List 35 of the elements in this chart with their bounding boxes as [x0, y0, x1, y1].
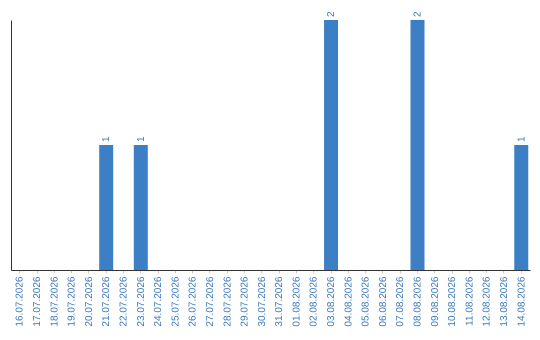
x-tick-label: 30.07.2026: [256, 276, 268, 327]
x-tick-label: 09.08.2026: [430, 276, 441, 327]
x-tick-label: 04.08.2026: [343, 276, 354, 327]
x-tick-label: 29.07.2026: [240, 276, 251, 327]
x-tick-label: 03.08.2026: [326, 276, 338, 327]
x-tick-label: 07.08.2026: [395, 276, 406, 327]
x-tick-label: 13.08.2026: [498, 276, 510, 327]
x-tick-label: 27.07.2026: [204, 276, 216, 327]
x-tick-label: 11.08.2026: [464, 276, 476, 326]
x-tick-label: 06.08.2026: [378, 276, 389, 327]
data-label: 2: [412, 11, 424, 17]
x-tick-label: 31.07.2026: [274, 276, 286, 327]
x-tick-label: 28.07.2026: [222, 276, 234, 327]
x-tick-label: 17.07.2026: [32, 276, 44, 327]
x-tick-label: 10.08.2026: [447, 276, 458, 327]
x-tick-label: 24.07.2026: [153, 276, 164, 327]
x-tick-label: 01.08.2026: [291, 276, 302, 327]
data-label: 2: [326, 11, 338, 17]
data-label: 1: [516, 136, 528, 142]
x-tick-label: 23.07.2026: [136, 276, 147, 327]
x-tick-label: 12.08.2026: [482, 276, 493, 327]
x-tick-label: 25.07.2026: [170, 276, 182, 327]
data-label: 1: [136, 136, 147, 142]
x-tick-label: 22.07.2026: [118, 276, 130, 327]
x-tick-label: 26.07.2026: [188, 276, 199, 327]
x-tick-label: 21.07.2026: [101, 276, 112, 327]
x-tick-label: 05.08.2026: [360, 276, 372, 327]
x-tick-label: 02.08.2026: [308, 276, 320, 327]
data-label: 1: [101, 136, 112, 142]
x-tick-label: 16.07.2026: [14, 276, 26, 327]
x-tick-label: 14.08.2026: [516, 276, 528, 327]
x-tick-label: 20.07.2026: [84, 276, 95, 327]
x-tick-label: 18.07.2026: [49, 276, 60, 327]
x-tick-label: 08.08.2026: [412, 276, 424, 327]
x-tick-label: 19.07.2026: [66, 276, 78, 327]
